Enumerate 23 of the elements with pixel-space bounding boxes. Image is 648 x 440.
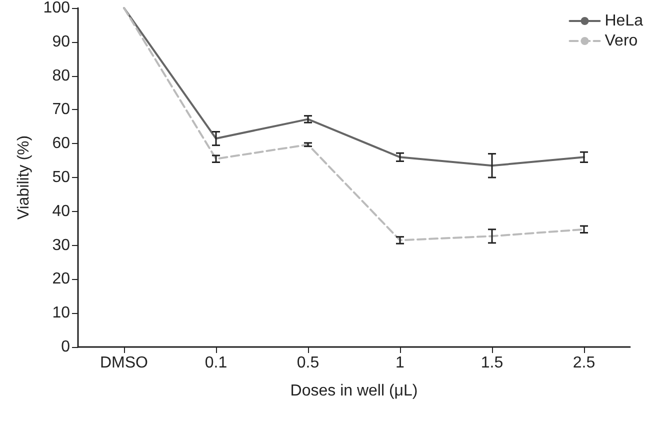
y-tick-label: 80	[52, 67, 70, 84]
y-tick-label: 100	[43, 0, 70, 16]
x-tick-label: 1.5	[480, 354, 504, 372]
y-axis-title: Viability (%)	[16, 135, 32, 220]
y-tick-label: 20	[52, 270, 70, 288]
y-tick-label: 30	[52, 236, 70, 254]
line-series	[123, 7, 585, 242]
legend-label: HeLa	[604, 12, 644, 30]
y-tick-label: 50	[52, 169, 70, 186]
y-tick-label: 40	[52, 202, 70, 220]
x-tick-label: 0.1	[204, 354, 228, 372]
y-tick-label: 90	[52, 33, 70, 50]
line-series	[123, 7, 585, 167]
y-tick-label: 0	[61, 338, 70, 356]
x-tick-label: DMSO	[100, 354, 148, 372]
x-tick-label: 2.5	[572, 354, 596, 372]
y-tick-label: 60	[52, 135, 70, 152]
x-axis-title: Doses in well (μL)	[290, 382, 418, 400]
y-tick-label: 10	[52, 304, 70, 322]
x-tick-label: 1	[396, 354, 405, 372]
legend-label: Vero	[604, 32, 638, 50]
y-tick-label: 70	[52, 101, 70, 118]
x-tick-label: 0.5	[296, 354, 320, 372]
